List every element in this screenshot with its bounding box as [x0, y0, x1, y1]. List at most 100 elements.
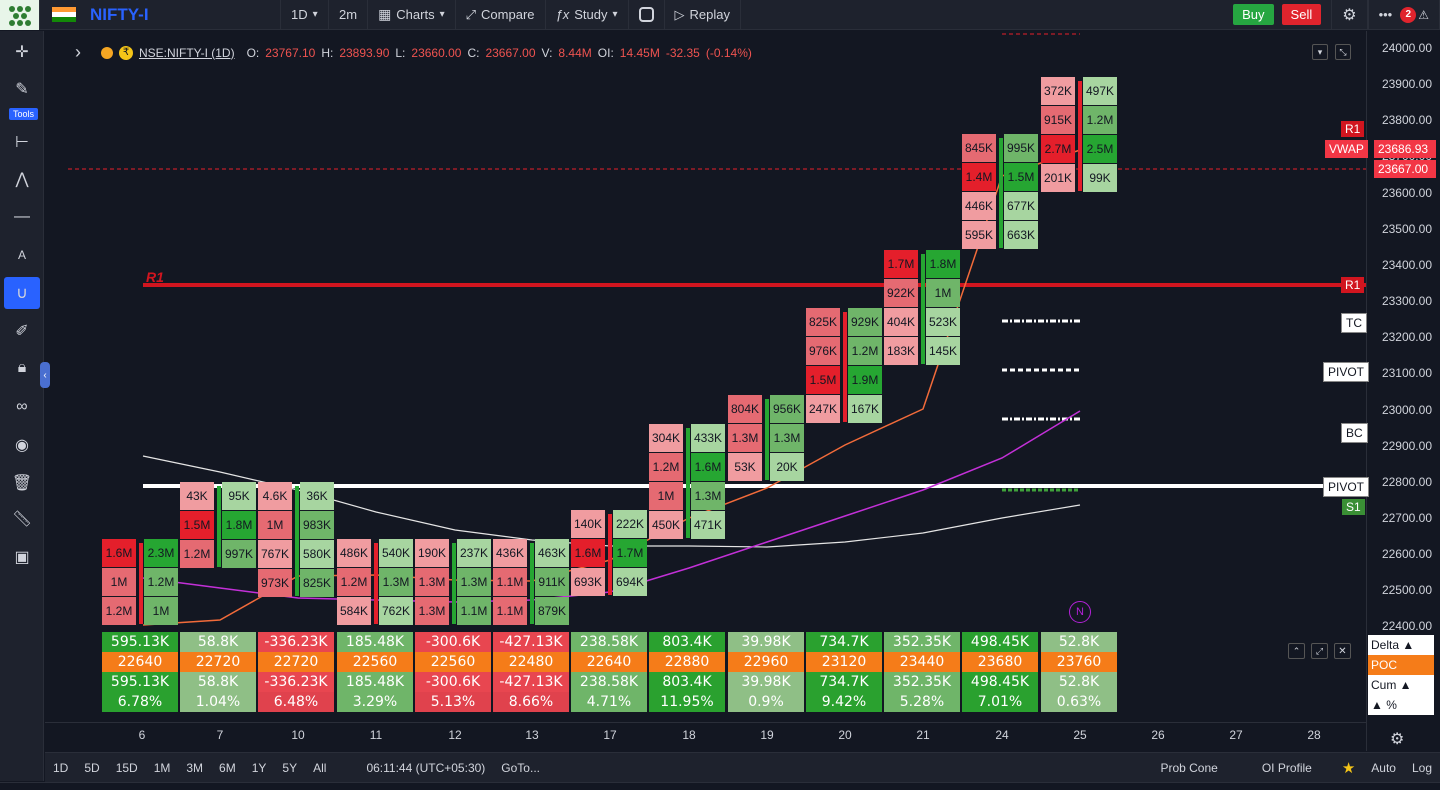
footprint-sell-cell: 1.5M	[806, 366, 840, 394]
screenshot-tool[interactable]: ▣	[4, 541, 40, 573]
ruler-tool[interactable]: 📏︎	[4, 503, 40, 535]
legend-high: 23893.90	[339, 45, 390, 60]
range-button-5d[interactable]: 5D	[84, 760, 100, 775]
left-drawing-toolbar: ✛ ✎ Tools ⊢ ⋀ — A ∪ ✐ 🔒︎ ∞ ◉ 🗑︎ 📏︎ ▣	[0, 31, 44, 781]
symbol-search[interactable]: NIFTY-I	[76, 0, 281, 30]
price-tick: 22500.00	[1381, 583, 1432, 598]
instagram-button[interactable]	[629, 0, 665, 30]
more-menu[interactable]: ••• 2 ⚠	[1367, 0, 1440, 30]
panel-close-button[interactable]: ✕	[1334, 643, 1351, 659]
lock-tool[interactable]: 🔒︎	[4, 352, 40, 384]
auto-scale-button[interactable]: Auto	[1371, 760, 1396, 775]
goto-button[interactable]: GoTo...	[501, 760, 540, 775]
interval-select[interactable]: 1D ▾	[281, 0, 329, 30]
news-marker[interactable]: N	[1069, 601, 1091, 623]
range-button-1m[interactable]: 1M	[153, 760, 171, 775]
footprint-sell-cell: 1.1M	[493, 597, 527, 625]
table-cell-poc: 22480	[493, 652, 570, 672]
footprint-sell-cell: 1.3M	[728, 424, 762, 452]
app-logo-icon[interactable]	[0, 0, 40, 30]
table-cell-pct: 11.95%	[649, 692, 726, 712]
time-tick: 24	[995, 728, 1009, 742]
footprint-buy-cell: 1.3M	[457, 568, 491, 596]
table-cell-cum: 52.8K	[1041, 672, 1118, 692]
time-axis[interactable]: 6 7 10 11 12 13 17 18 19 20 21 24 25 26 27 28	[45, 722, 1366, 746]
pivot-tag: PIVOT	[1323, 362, 1370, 382]
range-button-5y[interactable]: 5Y	[282, 760, 298, 775]
settings-button[interactable]: ⚙	[1331, 0, 1368, 30]
candle-body	[295, 486, 299, 596]
measure-tool[interactable]: ⊢	[4, 126, 40, 158]
range-button-15d[interactable]: 15D	[115, 760, 138, 775]
expand-legend-icon[interactable]: ›	[75, 42, 81, 62]
sub-interval-button[interactable]: 2m	[329, 0, 369, 30]
range-button-3m[interactable]: 3M	[186, 760, 204, 775]
footprint-sell-cell: 247K	[806, 395, 840, 423]
oi-profile-button[interactable]: OI Profile	[1261, 760, 1312, 775]
table-cell-pct: 0.63%	[1041, 692, 1118, 712]
table-cell-poc: 22640	[102, 652, 179, 672]
table-cell-pct: 6.78%	[102, 692, 179, 712]
collapse-left-panel-handle[interactable]: ‹	[40, 362, 50, 388]
panel-maximize-button[interactable]: ⤢	[1311, 643, 1328, 659]
link-tool[interactable]: ∞	[4, 391, 40, 423]
footprint-sell-cell: 767K	[258, 540, 292, 568]
pen-tool[interactable]: ✎	[4, 73, 40, 105]
study-button[interactable]: ƒx Study ▾	[546, 0, 629, 30]
alerts-badge[interactable]: 2	[1400, 6, 1417, 23]
panel-up-button[interactable]: ⌃	[1288, 643, 1305, 659]
footprint-sell-cell: 1.2M	[102, 597, 136, 625]
footprint-buy-cell: 677K	[1004, 192, 1038, 220]
replay-button[interactable]: ▷ Replay	[665, 0, 741, 30]
footprint-sell-cell: 845K	[962, 134, 996, 162]
eye-tool[interactable]: ◉	[4, 429, 40, 461]
range-button-6m[interactable]: 6M	[219, 760, 236, 775]
table-cell-delta: 595.13K	[102, 632, 179, 652]
range-button-all[interactable]: All	[313, 760, 327, 775]
charts-button[interactable]: ▦ Charts ▾	[368, 0, 456, 30]
compare-button[interactable]: ⤢ Compare	[456, 0, 546, 30]
time-tick: 6	[138, 728, 146, 742]
table-cell-delta: 734.7K	[806, 632, 883, 652]
bottom-toolbar: 1D 5D 15D 1M 3M 6M 1Y 5Y All 06:11:44 (UTC+05:30…	[45, 752, 1440, 782]
delete-tool[interactable]: 🗑︎	[4, 467, 40, 499]
range-button-1d[interactable]: 1D	[53, 760, 69, 775]
table-cell-cum: 352.35K	[884, 672, 961, 692]
chart-maximize-button[interactable]: ⤡	[1335, 44, 1351, 60]
footprint-buy-cell: 1.8M	[222, 511, 256, 539]
r1-axis-tag: R1	[1341, 277, 1365, 293]
favorite-star-icon[interactable]: ★	[1341, 759, 1356, 777]
range-button-1y[interactable]: 1Y	[251, 760, 267, 775]
replay-label: Replay	[689, 7, 730, 22]
trade-buttons: Buy Sell	[1223, 0, 1331, 30]
charts-label: Charts	[396, 7, 435, 22]
symbol-name: NIFTY-I	[90, 4, 149, 24]
price-tick: 22600.00	[1381, 547, 1432, 562]
pattern-tool[interactable]: ⋀	[4, 163, 40, 195]
sell-button[interactable]: Sell	[1281, 4, 1322, 25]
text-tool[interactable]: A	[4, 239, 40, 271]
footprint-sell-cell: 304K	[649, 424, 683, 452]
legend-change: -32.35	[665, 45, 700, 60]
legend-close: 23667.00	[485, 45, 536, 60]
prob-cone-button[interactable]: Prob Cone	[1160, 760, 1218, 775]
magnet-icon: ∪	[16, 285, 28, 302]
footprint-sell-cell: 1.5M	[180, 511, 214, 539]
price-tick: 22700.00	[1381, 510, 1432, 525]
table-cell-pct: 1.04%	[180, 692, 257, 712]
bc-tag: BC	[1341, 423, 1368, 443]
price-tick: 23400.00	[1381, 257, 1432, 272]
pivot-tag-2: PIVOT	[1323, 477, 1370, 497]
brush-tool[interactable]: ✐	[4, 315, 40, 347]
candle-body	[921, 254, 925, 364]
horizontal-line-tool[interactable]: —	[4, 201, 40, 233]
legend-symbol[interactable]: NSE:NIFTY-I (1D)	[139, 45, 235, 60]
magnet-tool[interactable]: ∪	[4, 277, 40, 309]
crosshair-tool[interactable]: ✛	[4, 36, 40, 68]
chart-collapse-button[interactable]: ▾	[1312, 44, 1328, 60]
footprint-sell-cell: 190K	[415, 539, 449, 567]
table-cell-delta: 498.45K	[962, 632, 1039, 652]
log-scale-button[interactable]: Log	[1411, 760, 1432, 775]
buy-button[interactable]: Buy	[1233, 4, 1274, 25]
chart-settings-button[interactable]: ⚙	[1390, 731, 1405, 748]
